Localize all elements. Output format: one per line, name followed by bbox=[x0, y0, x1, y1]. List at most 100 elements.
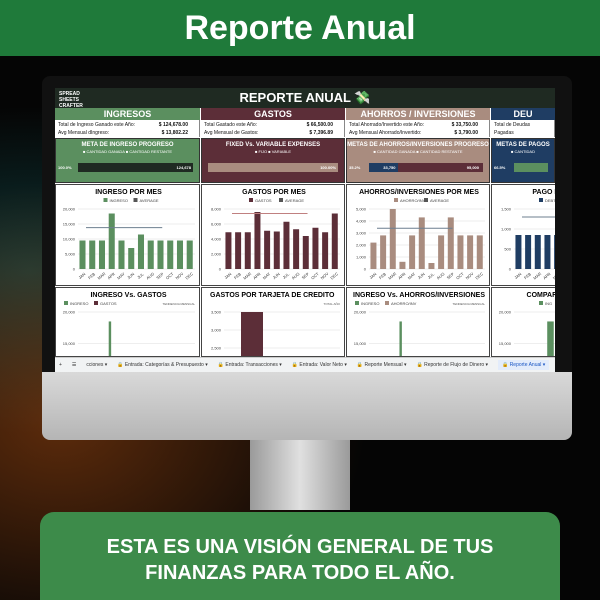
chart-panel: COMPARACIÓN DEUDING05,00010,00015,00020,… bbox=[491, 287, 555, 357]
x-tick-label: SEP bbox=[446, 271, 456, 280]
bar bbox=[467, 235, 474, 269]
kpi-legend: ■ CANTIDAD GANADA ■ CANTIDAD RESTANTE bbox=[83, 149, 172, 154]
stat-label: Total de Ingreso Ganado este Año: bbox=[58, 122, 135, 128]
bar bbox=[147, 240, 154, 269]
bar bbox=[331, 213, 338, 269]
legend-swatch bbox=[249, 198, 253, 202]
sheet-tab[interactable]: cciones ▾ bbox=[86, 362, 108, 368]
x-tick-label: MAR bbox=[387, 271, 397, 281]
y-tick-label: 15,000 bbox=[354, 341, 367, 346]
y-tick-label: 1,000 bbox=[356, 255, 367, 260]
stat-label: Total Gastado este Año: bbox=[204, 122, 258, 128]
kpi-progress-bar bbox=[514, 163, 548, 172]
sheet-tab[interactable]: 🔒 Reporte Anual ▾ bbox=[498, 360, 550, 370]
kpi-progress-fill: 100.00% bbox=[208, 163, 338, 172]
kpi-progress-fill: 124,678 bbox=[78, 163, 193, 172]
bar bbox=[89, 240, 96, 269]
sheet-tab[interactable]: 🔒 Reporte de Flujo de Dinero ▾ bbox=[416, 362, 489, 368]
x-tick-label: NOV bbox=[465, 271, 475, 281]
x-tick-label: AUG bbox=[145, 271, 155, 280]
x-tick-label: JAN bbox=[77, 271, 86, 280]
y-tick-label: 8,000 bbox=[211, 207, 222, 212]
lock-icon: 🔒 bbox=[416, 362, 423, 368]
y-tick-label: 3,000 bbox=[211, 328, 222, 333]
bar bbox=[380, 235, 387, 269]
bar bbox=[428, 263, 435, 269]
sheet-tab[interactable]: 🔒 Entrada: Valor Neto ▾ bbox=[291, 362, 347, 368]
y-tick-label: 2,500 bbox=[211, 346, 222, 351]
chart-title: INGRESO POR MES bbox=[95, 189, 162, 196]
legend-label: ING bbox=[545, 301, 552, 306]
legend-label: GASTOS bbox=[100, 301, 117, 306]
sheet-tab[interactable]: 🔒 Entrada: Transacciones ▾ bbox=[217, 362, 282, 368]
y-tick-label: 0 bbox=[509, 267, 512, 272]
y-tick-label: 3,000 bbox=[356, 231, 367, 236]
x-tick-label: APR bbox=[542, 271, 552, 280]
y-tick-label: 15,000 bbox=[63, 222, 76, 227]
legend-swatch bbox=[64, 301, 68, 305]
lock-icon: 🔒 bbox=[291, 362, 299, 368]
legend-swatch bbox=[424, 198, 428, 202]
y-tick-label: 0 bbox=[364, 267, 367, 272]
bar bbox=[544, 235, 551, 269]
kpi-legend: ■ CANTIDAD GANADA ■ CANTIDAD RESTANTE bbox=[373, 149, 463, 154]
section-stats: Total de Deudas Pagadas Avg Mensual de P… bbox=[491, 120, 555, 152]
chart-svg: INGRESO POR MES INGRESO AVERAGE 0 5,000 10,00… bbox=[63, 189, 195, 281]
bar bbox=[399, 261, 406, 269]
y-tick-label: 4,000 bbox=[211, 237, 222, 242]
sheet-tab[interactable]: 🔒 Entrada: Categorías & Presupuesto ▾ bbox=[117, 362, 208, 368]
kpi-progress-panel: METAS DE PAGOS ■ CANTIDAD 66.5% bbox=[491, 138, 555, 183]
y-tick-label: 0 bbox=[73, 267, 76, 272]
bar bbox=[235, 232, 242, 269]
chart-title: PAGO DE DEUDAS bbox=[532, 189, 555, 196]
stat-value: $ 66,500.00 bbox=[306, 122, 333, 128]
bar bbox=[283, 221, 290, 269]
add-sheet-button[interactable]: + bbox=[59, 362, 62, 368]
y-tick-label: 20,000 bbox=[63, 310, 76, 315]
y-tick-label: 20,000 bbox=[499, 310, 512, 315]
x-tick-label: MAR bbox=[532, 271, 542, 281]
stat-label: Total de Deudas Pagadas bbox=[494, 122, 531, 136]
bar bbox=[418, 217, 425, 269]
x-tick-label: MAY bbox=[262, 271, 272, 280]
x-tick-label: NOV bbox=[174, 271, 184, 281]
kpi-progress-bar: 33,750 95,000 bbox=[369, 163, 483, 172]
x-tick-label: FEB bbox=[378, 271, 387, 280]
all-sheets-button[interactable]: ☰ bbox=[71, 362, 77, 368]
money-icon: 💸 bbox=[354, 90, 371, 105]
bar bbox=[409, 235, 416, 269]
kpi-value: 124,678 bbox=[176, 165, 191, 170]
x-tick-label: JAN bbox=[513, 271, 522, 280]
x-tick-label: JUN bbox=[126, 271, 135, 280]
x-tick-label: SEP bbox=[301, 271, 311, 280]
lock-icon: 🔒 bbox=[217, 362, 224, 368]
kpi-title: META DE INGRESO PROGRESO bbox=[81, 142, 174, 148]
top-banner-title: Reporte Anual bbox=[0, 0, 600, 56]
x-tick-label: OCT bbox=[165, 271, 175, 281]
sheet-tab[interactable]: 🔒 Reporte Mensual ▾ bbox=[356, 362, 407, 368]
stat-label: Avg Mensual Ahorrado/Invertido: bbox=[349, 130, 422, 136]
x-tick-label: JAN bbox=[223, 271, 232, 280]
bar bbox=[457, 235, 464, 269]
legend-label: AHORRO/INV bbox=[400, 198, 426, 203]
chart-svg: INGRESO Vs. AHORROS/INVERSIONES TENDENCIA… bbox=[353, 292, 485, 356]
bar bbox=[302, 236, 309, 269]
x-tick-label: AUG bbox=[436, 271, 446, 280]
chart-title: GASTOS POR TARJETA DE CREDITO bbox=[210, 292, 335, 299]
bar bbox=[186, 240, 193, 269]
stat-label: Avg Mensual de Gastos: bbox=[204, 130, 259, 136]
footer-line-1: ESTA ES UNA VISIÓN GENERAL DE TUS bbox=[106, 536, 494, 558]
bar bbox=[370, 242, 377, 269]
kpi-progress-bar: 124,678 bbox=[78, 163, 193, 172]
section-header: AHORROS / INVERSIONES bbox=[346, 108, 490, 120]
x-tick-label: FEB bbox=[87, 271, 96, 280]
bar bbox=[525, 235, 532, 269]
chart-panel: INGRESO Vs. GASTOS TENDENCIA MENSUAL INGRE… bbox=[55, 287, 200, 357]
x-tick-label: JUL bbox=[282, 271, 291, 280]
chart-svg: INGRESO Vs. GASTOS TENDENCIA MENSUAL INGRE… bbox=[63, 292, 195, 356]
x-tick-label: MAY bbox=[116, 271, 126, 280]
x-tick-label: DEC bbox=[329, 271, 339, 280]
bar bbox=[515, 235, 522, 269]
sheet-tab-label: Entrada: Transacciones bbox=[225, 362, 278, 368]
